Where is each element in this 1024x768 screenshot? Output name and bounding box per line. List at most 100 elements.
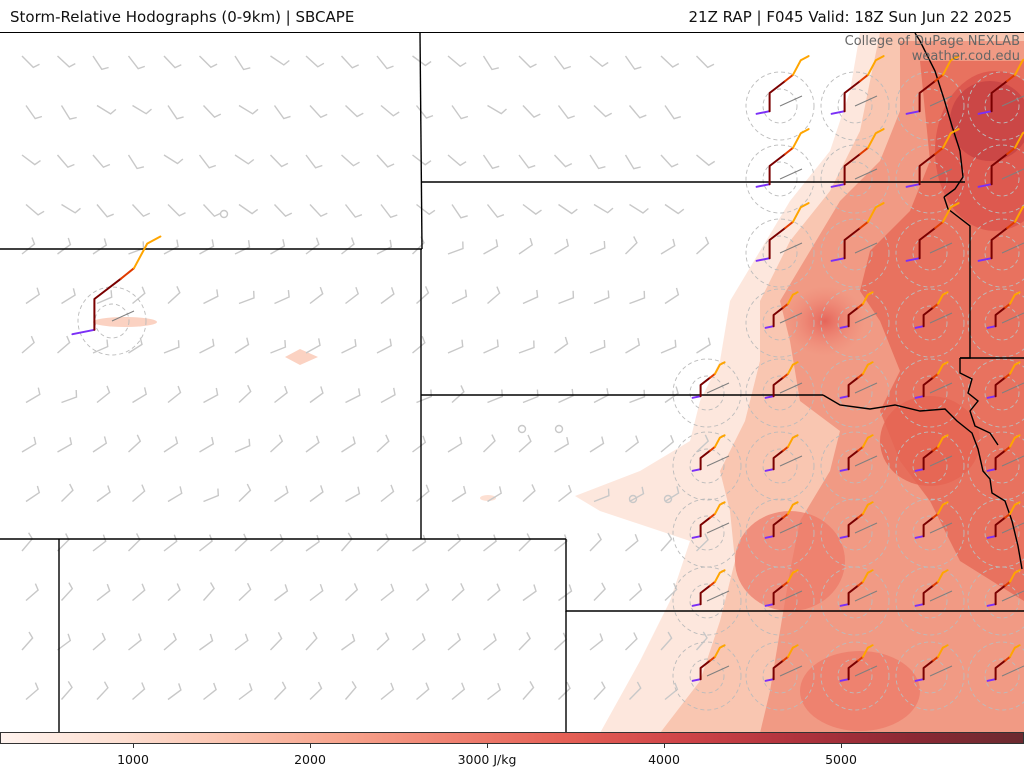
nebraska-missouri-river: [822, 394, 1023, 570]
hodograph-segment: [905, 257, 921, 262]
storm-motion-vector: [929, 590, 953, 602]
wind-barb: [341, 154, 360, 167]
wind-barb: [132, 387, 147, 404]
hodograph-segment: [914, 325, 925, 329]
storm-motion-vector: [929, 522, 953, 534]
hodograph-segment: [986, 325, 997, 329]
hodograph-ring: [967, 431, 1024, 501]
hodograph-segment: [1009, 434, 1021, 448]
hodograph-inner-ring: [984, 88, 1020, 124]
wind-barb: [21, 436, 37, 453]
hodograph-ring: [745, 431, 815, 501]
hodograph-segment: [787, 361, 799, 375]
wind-barb: [132, 286, 146, 305]
wind-barb: [305, 237, 320, 255]
hodograph-inner-ring: [837, 235, 873, 271]
wind-barb: [274, 385, 288, 404]
hodograph-ring: [820, 358, 890, 428]
wind-barb: [593, 290, 610, 305]
hodograph-segment: [787, 569, 799, 583]
wind-barb: [376, 533, 390, 552]
wind-barb: [203, 289, 219, 305]
wind-barb: [416, 286, 430, 305]
wind-barb: [127, 154, 145, 170]
wind-barb: [522, 289, 539, 305]
wind-barb: [309, 204, 328, 218]
colorbar-tick-label: 4000: [648, 752, 680, 767]
hodograph-segment: [922, 584, 935, 606]
hodograph-inner-ring: [912, 375, 948, 411]
storm-motion-vector: [929, 455, 953, 467]
wind-barb: [487, 389, 504, 404]
hodograph-inner-ring: [762, 658, 798, 694]
wind-barb: [305, 631, 318, 651]
wind-barb: [25, 287, 41, 305]
hodograph-segment: [847, 584, 860, 606]
hodograph-segment: [782, 580, 789, 587]
hodograph-segment: [691, 535, 702, 539]
hodograph-inner-ring: [837, 658, 873, 694]
wind-barb: [341, 633, 356, 651]
wind-barb: [589, 240, 606, 255]
hodograph: [691, 569, 726, 607]
hodograph-segment: [772, 306, 785, 328]
hodograph-segment: [862, 361, 874, 375]
cape-field: [93, 33, 1024, 733]
hodograph-inner-ring: [912, 583, 948, 619]
hodograph-segment: [714, 501, 726, 515]
hodograph-segment: [1004, 512, 1011, 519]
hodograph: [764, 361, 799, 399]
hodograph-segment: [843, 227, 862, 260]
hodograph-segment: [772, 584, 785, 606]
hodograph: [764, 434, 799, 472]
wind-barb: [483, 434, 496, 453]
storm-motion-vector: [779, 242, 803, 254]
storm-motion-vector: [929, 665, 953, 677]
wind-barb: [21, 237, 36, 255]
wind-barb: [451, 105, 469, 120]
wind-barb: [451, 385, 465, 404]
wind-barb: [589, 633, 604, 651]
wind-barb: [25, 682, 39, 701]
wind-barb: [483, 339, 499, 354]
wind-barb: [660, 631, 673, 651]
wind-barb: [660, 238, 676, 255]
hodograph-ring: [745, 71, 815, 141]
hodograph-segment: [990, 153, 1009, 186]
hodograph-ring: [895, 498, 965, 568]
hodograph-ring: [967, 218, 1024, 288]
wind-barb: [21, 532, 34, 552]
hodograph-inner-ring: [689, 375, 725, 411]
wind-barb: [664, 682, 679, 701]
hodograph-segment: [977, 110, 993, 115]
wind-barb: [199, 436, 215, 453]
hodograph-ring: [895, 144, 965, 214]
wind-barb: [199, 633, 214, 651]
hodograph-ring: [745, 144, 815, 214]
wind-barb: [128, 241, 145, 255]
hodograph-segment: [699, 516, 712, 538]
wind-barb: [92, 238, 108, 255]
wind-barb: [345, 486, 361, 503]
hodograph-segment: [709, 655, 716, 662]
wind-barb: [309, 386, 324, 404]
wind-barb: [625, 534, 639, 552]
hodograph-segment: [922, 449, 935, 471]
hodograph-ring: [672, 641, 742, 711]
wind-barb: [629, 389, 646, 404]
wind-barb: [625, 435, 640, 453]
hodograph-segment: [787, 434, 799, 448]
wind-barb: [589, 339, 606, 354]
hodograph: [691, 361, 726, 399]
hodograph-inner-ring: [912, 658, 948, 694]
hodograph-segment: [768, 153, 787, 186]
hodograph-ring: [895, 71, 965, 141]
wind-barb: [553, 154, 573, 168]
storm-motion-vector: [854, 242, 878, 254]
wind-barb: [487, 286, 501, 305]
wind-barbs: [21, 55, 716, 701]
hodograph-segment: [784, 220, 794, 229]
hodograph-inner-ring: [984, 375, 1020, 411]
wind-barb: [522, 389, 539, 404]
wind-barb: [625, 337, 641, 354]
